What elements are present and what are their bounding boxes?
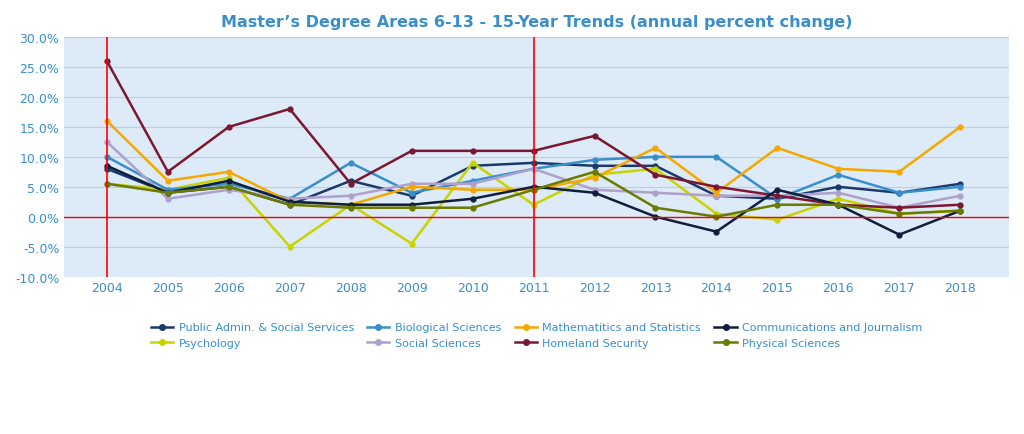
Legend: Public Admin. & Social Services, Psychology, Biological Sciences, Social Science: Public Admin. & Social Services, Psychol… (146, 318, 927, 353)
Title: Master’s Degree Areas 6-13 - 15-Year Trends (annual percent change): Master’s Degree Areas 6-13 - 15-Year Tre… (221, 15, 852, 30)
